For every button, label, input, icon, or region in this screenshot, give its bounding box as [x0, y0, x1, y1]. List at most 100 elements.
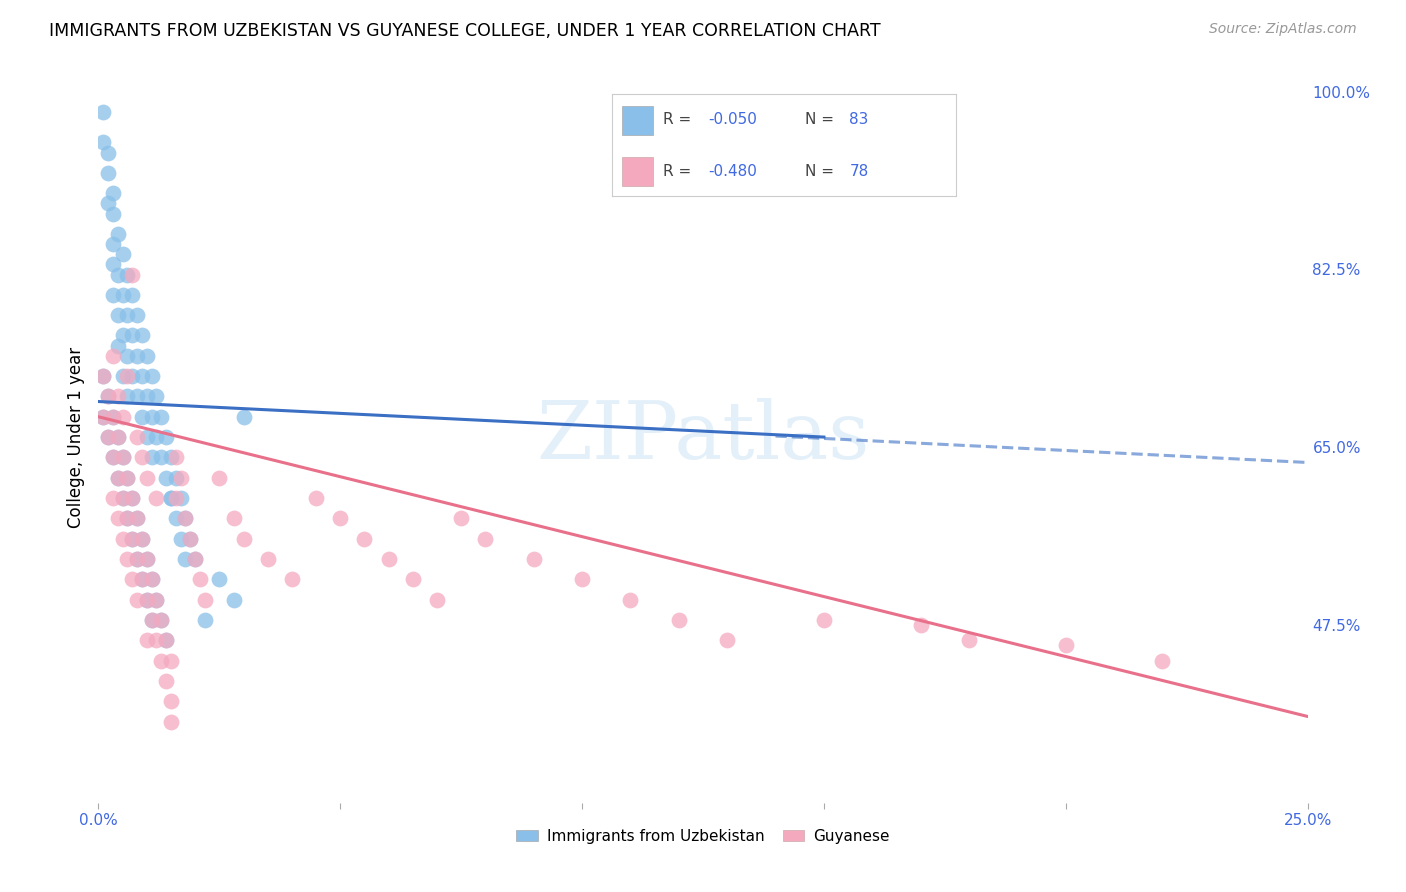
Point: [127, 552, 149, 566]
Point: [111, 409, 134, 424]
Point: [121, 491, 143, 505]
Point: [194, 592, 217, 607]
Point: [117, 308, 139, 322]
Point: [160, 450, 183, 465]
Point: [150, 613, 173, 627]
Point: [135, 552, 157, 566]
Point: [141, 572, 163, 586]
Point: [155, 673, 177, 688]
Point: [305, 491, 328, 505]
Point: [150, 450, 173, 465]
Point: [141, 409, 163, 424]
Text: Source: ZipAtlas.com: Source: ZipAtlas.com: [1209, 22, 1357, 37]
Point: [184, 552, 207, 566]
Point: [117, 511, 139, 525]
Point: [523, 552, 546, 566]
Point: [111, 247, 134, 261]
Point: [97, 430, 120, 444]
Text: R =: R =: [664, 163, 696, 178]
Point: [107, 511, 129, 525]
Point: [155, 633, 177, 648]
Point: [813, 613, 835, 627]
Point: [474, 532, 496, 546]
Text: 78: 78: [849, 163, 869, 178]
Point: [169, 471, 191, 485]
Point: [155, 430, 177, 444]
Point: [426, 592, 449, 607]
Text: R =: R =: [664, 112, 696, 128]
Point: [957, 633, 980, 648]
Point: [329, 511, 352, 525]
Point: [135, 430, 157, 444]
Point: [111, 450, 134, 465]
Point: [165, 491, 187, 505]
Point: [145, 592, 167, 607]
Point: [91, 369, 114, 384]
Point: [141, 613, 163, 627]
Point: [117, 369, 139, 384]
Point: [107, 430, 129, 444]
Point: [165, 450, 187, 465]
Point: [160, 491, 183, 505]
Text: N =: N =: [804, 163, 838, 178]
Point: [179, 532, 201, 546]
Point: [127, 389, 149, 403]
Point: [169, 532, 191, 546]
Point: [101, 257, 124, 271]
Point: [256, 552, 278, 566]
Point: [131, 532, 153, 546]
Point: [141, 450, 163, 465]
Point: [97, 166, 120, 180]
Point: [155, 471, 177, 485]
Point: [135, 389, 157, 403]
Point: [208, 471, 231, 485]
Point: [135, 349, 157, 363]
Point: [111, 491, 134, 505]
Point: [179, 532, 201, 546]
Point: [111, 491, 134, 505]
Point: [127, 349, 149, 363]
Point: [121, 532, 143, 546]
Point: [121, 288, 143, 302]
Point: [150, 613, 173, 627]
Point: [97, 430, 120, 444]
Point: [222, 592, 245, 607]
Point: [117, 471, 139, 485]
Legend: Immigrants from Uzbekistan, Guyanese: Immigrants from Uzbekistan, Guyanese: [510, 822, 896, 850]
Text: IMMIGRANTS FROM UZBEKISTAN VS GUYANESE COLLEGE, UNDER 1 YEAR CORRELATION CHART: IMMIGRANTS FROM UZBEKISTAN VS GUYANESE C…: [49, 22, 880, 40]
Point: [101, 288, 124, 302]
Point: [135, 471, 157, 485]
Point: [97, 389, 120, 403]
Point: [208, 572, 231, 586]
Point: [194, 613, 217, 627]
Y-axis label: College, Under 1 year: College, Under 1 year: [66, 346, 84, 528]
Point: [150, 654, 173, 668]
Point: [131, 572, 153, 586]
Point: [107, 227, 129, 241]
Point: [135, 592, 157, 607]
Point: [131, 532, 153, 546]
Point: [169, 491, 191, 505]
Point: [117, 268, 139, 282]
Point: [101, 206, 124, 220]
Point: [160, 491, 183, 505]
Point: [101, 237, 124, 252]
Point: [117, 511, 139, 525]
Point: [281, 572, 304, 586]
Point: [91, 369, 114, 384]
Point: [121, 369, 143, 384]
Point: [145, 430, 167, 444]
Point: [91, 409, 114, 424]
Point: [101, 186, 124, 201]
Point: [91, 409, 114, 424]
Point: [111, 369, 134, 384]
Point: [107, 430, 129, 444]
Point: [1054, 638, 1077, 652]
Point: [668, 613, 690, 627]
Point: [402, 572, 425, 586]
Point: [127, 552, 149, 566]
Point: [145, 592, 167, 607]
Point: [127, 592, 149, 607]
Point: [619, 592, 641, 607]
Point: [135, 552, 157, 566]
